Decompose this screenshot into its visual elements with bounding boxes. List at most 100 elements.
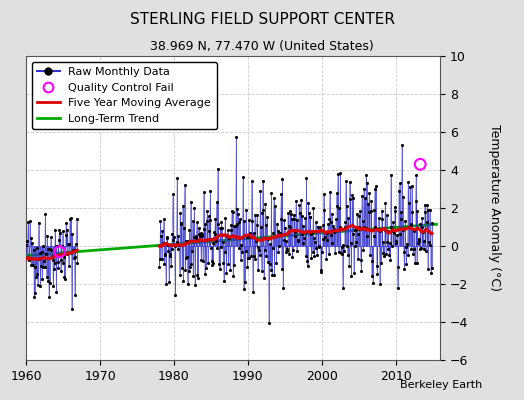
Point (250, 212, 259, 219)
Point (181, 266, 189, 273)
Point (62, 220, 70, 226)
Point (53, 243, 61, 249)
Point (175, 242, 183, 248)
Point (244, 217, 253, 224)
Point (227, 222, 235, 228)
Point (162, 234, 171, 240)
Point (315, 242, 324, 249)
Point (416, 161, 424, 168)
Point (34, 282, 42, 289)
Point (225, 233, 233, 239)
Point (369, 280, 377, 286)
Point (45, 293, 53, 300)
Point (404, 178, 412, 185)
Point (316, 268, 325, 275)
Point (212, 238, 220, 244)
Point (189, 272, 198, 279)
Point (169, 236, 178, 243)
Point (253, 212, 261, 218)
Point (183, 281, 192, 288)
Point (166, 252, 174, 259)
Point (58, 228, 67, 235)
Point (157, 233, 165, 240)
Point (161, 252, 170, 258)
Point (69, 247, 77, 253)
Point (411, 198, 420, 204)
Point (240, 218, 248, 224)
Point (279, 237, 288, 243)
Point (235, 219, 243, 225)
Point (337, 251, 346, 257)
Point (30, 294, 38, 300)
Point (362, 172, 370, 178)
Point (30, 289, 39, 296)
Point (384, 246, 392, 252)
Point (42, 274, 51, 280)
Point (418, 224, 427, 230)
Point (59, 260, 68, 266)
Point (293, 237, 302, 243)
Point (398, 142, 406, 148)
Point (284, 210, 292, 216)
Point (357, 268, 366, 274)
Point (55, 248, 63, 255)
Point (49, 257, 57, 263)
Point (291, 229, 300, 235)
Point (221, 214, 230, 221)
Point (166, 250, 174, 257)
Point (243, 264, 252, 270)
Point (50, 260, 59, 267)
Point (215, 260, 223, 267)
Point (356, 208, 364, 214)
Point (222, 232, 230, 238)
Point (376, 228, 385, 234)
Point (216, 244, 225, 250)
Point (278, 176, 287, 182)
Point (28, 240, 36, 246)
Point (177, 220, 185, 226)
Point (203, 208, 212, 214)
Point (228, 208, 236, 214)
Point (163, 241, 172, 248)
Point (212, 199, 221, 206)
Point (275, 231, 283, 238)
Point (379, 250, 387, 256)
Point (266, 240, 275, 247)
Point (236, 256, 245, 263)
Point (47, 234, 55, 241)
Point (410, 246, 419, 252)
Point (412, 260, 421, 266)
Point (305, 214, 314, 220)
Point (60, 274, 69, 280)
Point (238, 234, 247, 240)
Point (417, 244, 425, 251)
Point (46, 280, 54, 286)
Point (324, 221, 332, 227)
Point (256, 252, 264, 258)
Point (354, 231, 363, 237)
Point (235, 244, 244, 251)
Point (188, 248, 196, 255)
Point (251, 256, 259, 262)
Point (165, 279, 173, 286)
Text: Berkeley Earth: Berkeley Earth (400, 380, 482, 390)
Point (192, 232, 200, 239)
Point (312, 245, 321, 252)
Point (373, 262, 381, 269)
Point (278, 266, 286, 272)
Point (156, 218, 165, 224)
Point (159, 216, 168, 222)
Point (340, 248, 348, 255)
Point (280, 217, 289, 223)
Point (326, 232, 335, 238)
Point (318, 236, 326, 242)
Point (293, 217, 301, 224)
Point (180, 225, 188, 231)
Point (342, 178, 350, 184)
Point (236, 216, 244, 222)
Point (407, 246, 416, 252)
Point (351, 243, 359, 250)
Point (271, 233, 280, 240)
Point (321, 230, 330, 236)
Point (256, 188, 265, 194)
